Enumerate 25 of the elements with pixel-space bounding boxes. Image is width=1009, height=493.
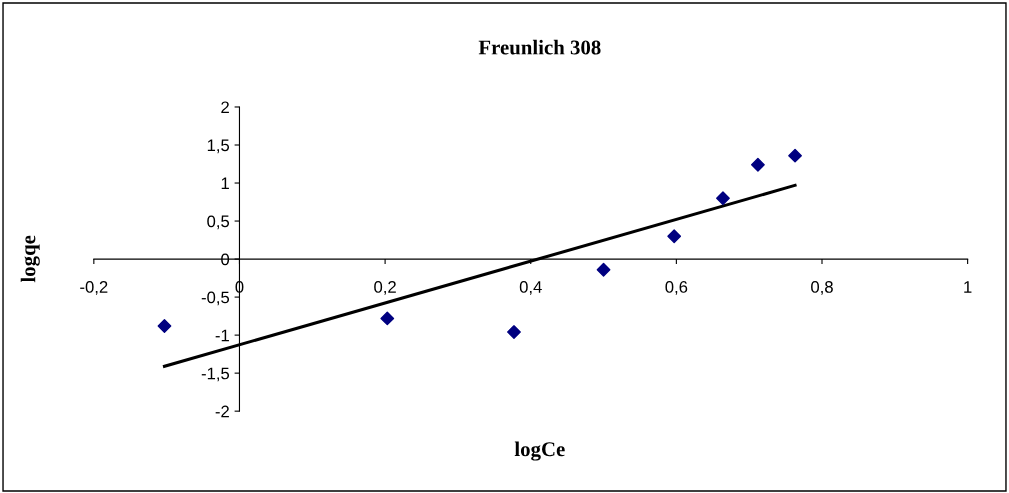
x-tick-label: 0,2 xyxy=(374,281,396,295)
point xyxy=(596,262,611,277)
point xyxy=(667,229,682,244)
point xyxy=(507,325,521,339)
x-axis-title: logCe xyxy=(514,441,565,461)
y-tick-label: 2 xyxy=(221,101,229,114)
chart-title: Freunlich 308 xyxy=(478,39,601,55)
point xyxy=(788,148,802,163)
x-tick-label: 0,4 xyxy=(519,281,542,295)
y-tick-label: 0,5 xyxy=(207,215,230,230)
x-tick-label: -0,2 xyxy=(80,281,108,295)
point xyxy=(157,319,172,333)
x-tick-label: 1 xyxy=(964,281,972,293)
x-tick-label: 0,8 xyxy=(811,281,833,295)
point xyxy=(716,191,730,206)
point xyxy=(380,311,395,326)
x-tick-label: 0,6 xyxy=(665,281,688,295)
y-tick-label: -2 xyxy=(215,405,229,418)
y-axis-title: logqe xyxy=(20,235,40,283)
y-tick-label: -1 xyxy=(215,329,229,342)
y-tick-label: -1,5 xyxy=(201,367,230,382)
point xyxy=(751,157,765,172)
y-tick-label: 1 xyxy=(221,177,229,190)
y-tick-label: -0,5 xyxy=(201,291,230,306)
y-tick-label: 1,5 xyxy=(207,139,230,154)
